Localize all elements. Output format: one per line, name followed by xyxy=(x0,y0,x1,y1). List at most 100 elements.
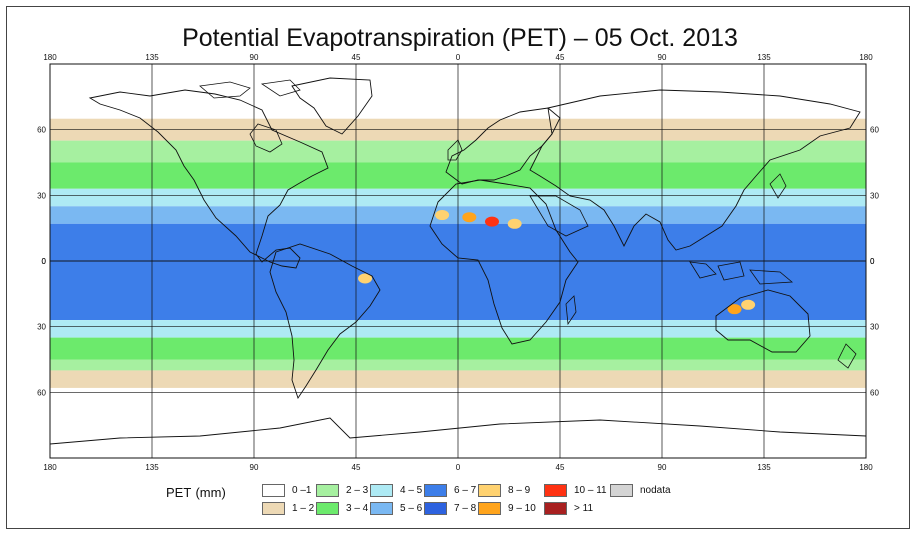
lat-tick-left-zero: 0 xyxy=(42,257,47,266)
indonesia-outline xyxy=(689,261,794,285)
legend-label: 4 – 5 xyxy=(400,485,423,496)
legend-item: > 11 xyxy=(544,502,593,515)
north-america-outline xyxy=(88,89,329,269)
lat-tick-right: 60 xyxy=(870,388,879,397)
legend-label: 7 – 8 xyxy=(454,503,477,514)
legend-title-unit: (mm) xyxy=(195,485,226,500)
lat-tick-left: 60 xyxy=(37,388,46,397)
legend-item: 10 – 11 xyxy=(544,484,607,497)
legend-swatch xyxy=(544,484,567,497)
legend-swatch xyxy=(316,484,339,497)
arctic-islands-outline xyxy=(199,79,301,99)
pet-hotspot-3 xyxy=(507,218,522,229)
pet-hotspot-2 xyxy=(462,212,477,223)
pet-hotspot-6 xyxy=(358,273,373,284)
lat-tick-right: 60 xyxy=(870,126,879,135)
africa-outline xyxy=(429,179,579,345)
greenland-outline xyxy=(291,77,373,135)
legend-swatch xyxy=(424,502,447,515)
figure-frame xyxy=(6,6,910,529)
legend-item: 2 – 3 xyxy=(316,484,368,497)
lat-tick-right: 0 xyxy=(870,257,875,266)
legend-label: 1 – 2 xyxy=(292,503,315,514)
legend-item: 8 – 9 xyxy=(478,484,530,497)
map-title: Potential Evapotranspiration (PET) – 05 … xyxy=(182,24,738,52)
lat-tick-right-zero: 0 xyxy=(870,257,875,266)
lon-tick-top: 135 xyxy=(757,53,771,62)
coastline-layer xyxy=(50,77,866,445)
legend-swatch xyxy=(478,502,501,515)
graticule xyxy=(50,64,866,458)
legend-item: 4 – 5 xyxy=(370,484,422,497)
lat-tick-left: 30 xyxy=(37,323,46,332)
lon-tick-top: 90 xyxy=(250,53,259,62)
lon-tick-bottom: 45 xyxy=(556,463,565,472)
lon-tick-top: 45 xyxy=(556,53,565,62)
lat-tick-left: 30 xyxy=(37,191,46,200)
legend-swatch xyxy=(544,502,567,515)
legend-label: 6 – 7 xyxy=(454,485,477,496)
lon-tick-top: 45 xyxy=(352,53,361,62)
asia-outline xyxy=(529,89,861,251)
lon-tick-bottom: 0 xyxy=(456,463,461,472)
legend-item: 3 – 4 xyxy=(316,502,368,515)
lon-tick-bottom: 135 xyxy=(145,463,159,472)
pet-hotspot-4 xyxy=(727,304,742,315)
legend-swatch xyxy=(262,484,285,497)
legend-title: PET (mm) xyxy=(166,484,226,501)
arabia-outline xyxy=(529,195,589,237)
legend-label: 10 – 11 xyxy=(574,485,607,496)
pet-hotspot-0 xyxy=(485,216,499,227)
legend-swatch xyxy=(478,484,501,497)
lon-tick-bottom: 90 xyxy=(658,463,667,472)
legend-item: 6 – 7 xyxy=(424,484,476,497)
lat-tick-right: 30 xyxy=(870,191,879,200)
legend-swatch xyxy=(316,502,339,515)
legend-swatch xyxy=(424,484,447,497)
lon-tick-bottom: 45 xyxy=(352,463,361,472)
australia-outline xyxy=(715,289,811,353)
legend-item: nodata xyxy=(610,484,671,497)
legend-label: > 11 xyxy=(574,503,593,514)
legend-item: 0 –1 xyxy=(262,484,311,497)
lon-tick-bottom: 180 xyxy=(859,463,873,472)
lon-tick-top: 180 xyxy=(859,53,873,62)
lat-tick-left: 60 xyxy=(37,126,46,135)
antarctica-outline xyxy=(50,417,866,445)
legend-swatch xyxy=(610,484,633,497)
axis-tick-labels: 180 180 135 135 90 90 45 45 0 0 45 45 90 90 135 135 180 1… xyxy=(37,53,879,472)
lon-tick-bottom: 180 xyxy=(43,463,57,472)
pet-hotspot-1 xyxy=(435,210,450,221)
new-zealand-outline xyxy=(837,343,857,369)
lat-tick-left: 0 xyxy=(42,257,47,266)
legend-swatch xyxy=(262,502,285,515)
legend-label: 0 –1 xyxy=(292,485,312,496)
south-america-outline xyxy=(269,243,381,400)
lat-tick-right: 30 xyxy=(870,323,879,332)
legend-item: 9 – 10 xyxy=(478,502,536,515)
uk-outline xyxy=(447,139,463,161)
madagascar-outline xyxy=(565,295,577,326)
lon-tick-bottom: 90 xyxy=(250,463,259,472)
lon-tick-top: 135 xyxy=(145,53,159,62)
lon-tick-top: 90 xyxy=(658,53,667,62)
legend-item: 7 – 8 xyxy=(424,502,476,515)
legend-item: 1 – 2 xyxy=(262,502,314,515)
legend-swatch xyxy=(370,502,393,515)
legend-label: 8 – 9 xyxy=(508,485,531,496)
legend-title-main: PET xyxy=(166,485,192,500)
legend-label: nodata xyxy=(640,485,671,496)
pet-hotspot-5 xyxy=(741,299,756,310)
legend-label: 5 – 6 xyxy=(400,503,423,514)
lon-tick-bottom: 135 xyxy=(757,463,771,472)
legend-item: 5 – 6 xyxy=(370,502,422,515)
lon-tick-top: 180 xyxy=(43,53,57,62)
lon-tick-top: 0 xyxy=(456,53,461,62)
legend-label: 3 – 4 xyxy=(346,503,369,514)
map-border xyxy=(49,63,867,459)
europe-outline xyxy=(445,107,561,185)
japan-outline xyxy=(769,173,787,199)
legend-label: 2 – 3 xyxy=(346,485,369,496)
legend-swatch xyxy=(370,484,393,497)
